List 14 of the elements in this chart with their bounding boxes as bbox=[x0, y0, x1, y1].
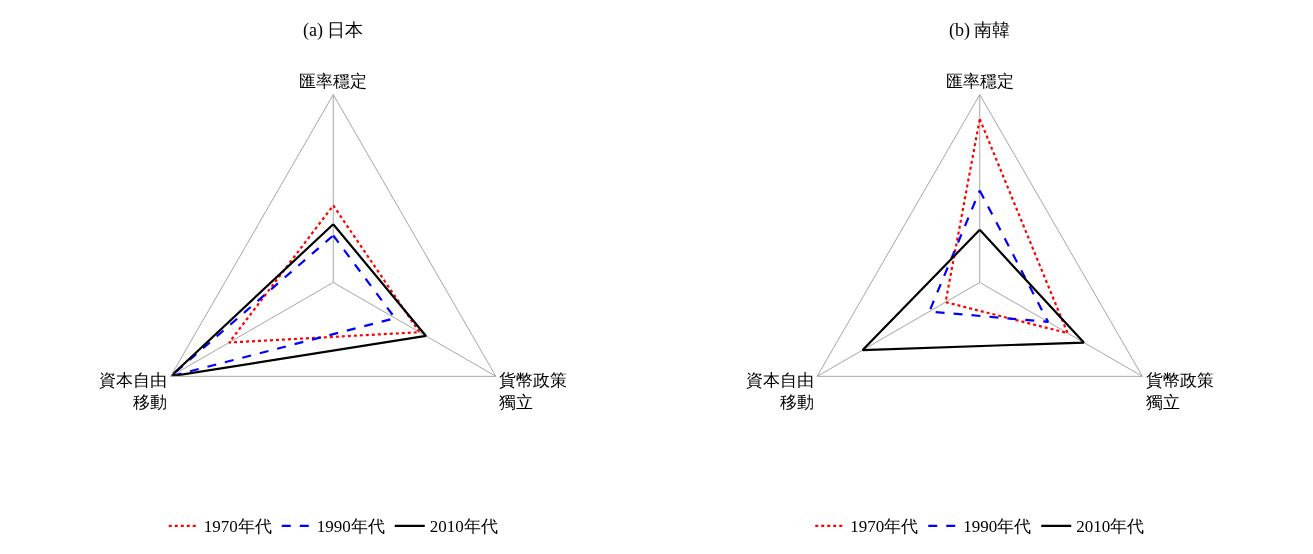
spoke-label: 貨幣政策獨立 bbox=[499, 371, 568, 413]
legend-label: 1990年代 bbox=[963, 517, 1032, 537]
legend-label: 1990年代 bbox=[316, 517, 385, 537]
spoke-label: 匯率穩定 bbox=[945, 72, 1014, 92]
spoke-label: 貨幣政策獨立 bbox=[1145, 371, 1214, 413]
spoke-label: 匯率穩定 bbox=[299, 72, 368, 92]
legend-label: 2010年代 bbox=[1076, 517, 1145, 537]
spoke-label: 資本自由移動 bbox=[99, 371, 168, 413]
spoke-label: 資本自由移動 bbox=[745, 371, 814, 413]
chart-title: (a) 日本 bbox=[303, 20, 364, 41]
legend-label: 1970年代 bbox=[203, 517, 272, 537]
chart-title: (b) 南韓 bbox=[949, 20, 1011, 41]
legend-label: 1970年代 bbox=[850, 517, 919, 537]
legend-label: 2010年代 bbox=[429, 517, 498, 537]
